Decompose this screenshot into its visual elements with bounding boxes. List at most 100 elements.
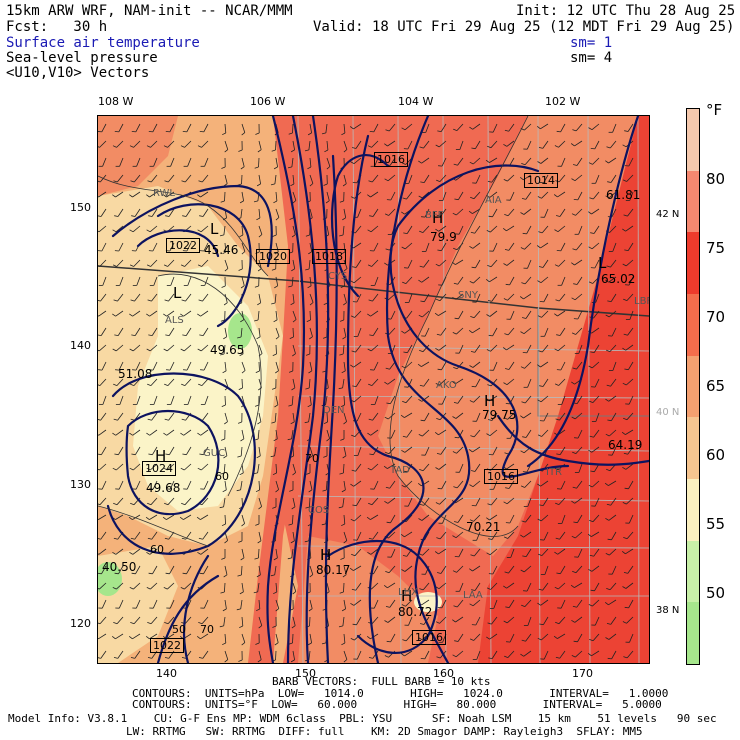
wind-barb — [388, 327, 396, 335]
wind-barb — [200, 225, 209, 233]
wind-barb-flag — [471, 505, 476, 507]
isobar-label-1022-nw: 1022 — [166, 238, 200, 253]
wind-barb-flag — [554, 229, 559, 233]
wind-barb-flag — [536, 125, 541, 130]
wind-barb — [609, 582, 617, 591]
wind-barb — [476, 412, 481, 422]
wind-barb-flag — [340, 438, 345, 441]
wind-barb-flag — [240, 438, 245, 442]
wind-barb — [202, 412, 209, 421]
wind-barb — [373, 361, 379, 371]
wind-barb — [224, 582, 226, 593]
wind-barb — [406, 429, 413, 438]
wind-barb-flag — [147, 502, 152, 506]
wind-barb-flag — [471, 266, 476, 269]
wind-barb-flag — [98, 349, 100, 352]
wind-barb-flag — [605, 195, 610, 199]
wind-barb — [308, 412, 311, 422]
wind-barb-flag — [606, 146, 611, 149]
wind-barb — [166, 310, 175, 317]
wind-barb — [506, 378, 515, 386]
wind-barb-flag — [146, 145, 151, 148]
wind-barb-flag — [163, 432, 167, 436]
wind-barb — [342, 225, 345, 236]
wind-barb — [241, 361, 246, 371]
wind-barb — [492, 123, 498, 133]
wind-barb-flag — [180, 313, 184, 317]
wind-barb — [387, 140, 396, 147]
wind-barb-flag — [129, 551, 134, 555]
wind-barb — [387, 174, 396, 182]
wind-barb — [540, 599, 549, 606]
wind-barb — [524, 242, 532, 250]
wind-barb-flag — [367, 432, 371, 436]
wind-barb — [258, 412, 262, 422]
wind-barb — [183, 514, 192, 520]
wind-barb-flag — [469, 365, 474, 368]
wind-barb-flag — [420, 300, 425, 303]
wind-barb-flag — [339, 353, 344, 356]
wind-barb-flag — [419, 469, 424, 472]
colorbar-segment — [687, 602, 699, 665]
wind-barb — [309, 242, 313, 252]
wind-barb — [625, 259, 634, 267]
wind-barb-flag — [505, 368, 510, 370]
wind-barb-flag — [571, 500, 575, 504]
wind-barb — [354, 225, 362, 234]
wind-barb-flag — [221, 166, 226, 169]
wind-barb — [523, 531, 532, 538]
wind-barb-flag — [305, 387, 310, 390]
wind-barb — [98, 633, 107, 640]
wind-barb-flag — [304, 149, 309, 152]
wind-barb — [132, 514, 141, 520]
wind-barb-flag — [367, 229, 372, 233]
wind-barb-flag — [224, 149, 229, 153]
wind-barb — [275, 463, 277, 474]
wind-barb — [424, 293, 430, 302]
wind-barb-flag — [487, 300, 492, 302]
wind-barb — [439, 293, 447, 301]
wind-barb — [438, 582, 447, 590]
wind-barb — [102, 395, 107, 405]
wind-barb-flag — [222, 642, 226, 646]
wind-barb-flag — [435, 263, 440, 267]
wind-barb — [240, 327, 243, 338]
wind-barb-flag — [274, 285, 278, 289]
wind-barb — [326, 480, 328, 491]
wind-barb — [543, 174, 549, 184]
wind-barb-flag — [403, 470, 408, 473]
wind-barb — [116, 140, 124, 148]
wind-barb-flag — [240, 285, 245, 289]
wind-barb — [591, 208, 600, 215]
wind-barb-flag — [623, 537, 628, 540]
wind-barb — [291, 395, 294, 406]
wind-barb — [595, 174, 600, 184]
wind-barb-flag — [98, 315, 99, 317]
wind-barb — [292, 259, 296, 269]
wind-barb-flag — [222, 132, 226, 136]
wind-barb-flag — [553, 194, 558, 198]
wind-barb-flag — [351, 434, 356, 437]
wind-barb — [489, 191, 498, 198]
wind-barb — [575, 446, 583, 454]
wind-barb — [186, 480, 192, 490]
colorbar-segment — [687, 417, 699, 480]
wind-barb-flag — [164, 622, 169, 625]
wind-barb-flag — [350, 518, 355, 522]
wind-barb-flag — [304, 421, 309, 424]
wind-barb — [342, 616, 345, 626]
wind-barb-flag — [340, 285, 345, 288]
wind-barb — [353, 361, 362, 368]
wind-barb-flag — [326, 557, 331, 561]
wind-barb — [407, 140, 413, 150]
wind-barb — [558, 378, 566, 386]
forecast-hour: Fcst: 30 h — [6, 19, 108, 35]
wind-barb-flag — [588, 365, 593, 369]
wind-barb — [387, 378, 396, 385]
wind-barb-flag — [588, 246, 593, 250]
wind-barb — [166, 633, 175, 640]
wind-barb — [275, 582, 278, 593]
wind-barb — [423, 140, 430, 149]
wind-barb — [118, 446, 124, 455]
wind-barb-flag — [326, 438, 330, 442]
